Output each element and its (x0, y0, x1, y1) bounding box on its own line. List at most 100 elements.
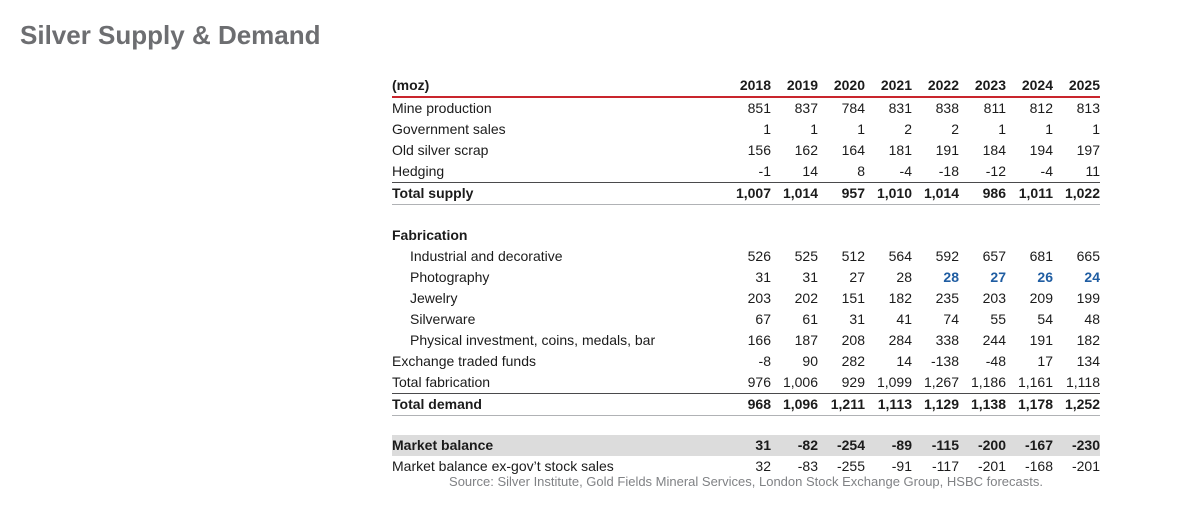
cell-value: 54 (1037, 311, 1053, 327)
cell-value: 2 (951, 121, 959, 137)
cell-value: 32 (755, 458, 771, 474)
row-label: Mine production (392, 100, 492, 116)
row-label: Hedging (392, 163, 445, 179)
cell-value: 1,014 (782, 185, 818, 201)
cell-value: 968 (747, 396, 771, 412)
cell-value: -255 (836, 458, 865, 474)
year-header: 2025 (1068, 77, 1100, 93)
row-spacer (392, 416, 1100, 435)
source-note: Source: Silver Institute, Gold Fields Mi… (449, 474, 1043, 489)
cell-value: -254 (836, 437, 865, 453)
cell-value: 244 (982, 332, 1006, 348)
row-label: Industrial and decorative (410, 248, 563, 264)
cell-value: -201 (1071, 458, 1100, 474)
cell-value: 1,161 (1017, 374, 1053, 390)
cell-value: 1,096 (782, 396, 818, 412)
table-row: Silverware 67 61 31 41 74 55 54 48 (392, 309, 1100, 330)
cell-value: -4 (1040, 163, 1053, 179)
cell-value: -168 (1024, 458, 1053, 474)
cell-value: 181 (888, 142, 912, 158)
cell-value: 27 (990, 269, 1006, 285)
cell-value: 1,011 (1018, 185, 1053, 201)
row-label: Old silver scrap (392, 142, 489, 158)
table-row: Old silver scrap 156 162 164 181 191 184 194 197 (392, 140, 1100, 161)
cell-value: 191 (935, 142, 959, 158)
cell-value: -117 (932, 458, 959, 474)
cell-value: 1 (1092, 121, 1100, 137)
cell-value: 74 (943, 311, 959, 327)
cell-value: 526 (747, 248, 771, 264)
row-spacer (392, 205, 1100, 225)
cell-value: 48 (1084, 311, 1100, 327)
table-row: Exchange traded funds -8 90 282 14 -138 -48 17 1… (392, 351, 1100, 372)
cell-value: 14 (896, 353, 912, 369)
cell-value: 156 (747, 142, 771, 158)
row-label: Government sales (392, 121, 506, 137)
cell-value: 8 (857, 163, 865, 179)
cell-value: 1 (998, 121, 1006, 137)
cell-value: 1,010 (876, 185, 912, 201)
cell-value: -12 (985, 163, 1006, 179)
cell-value: 164 (841, 142, 865, 158)
cell-value: -83 (797, 458, 818, 474)
cell-value: 1,007 (735, 185, 771, 201)
cell-value: 564 (888, 248, 912, 264)
cell-value: 1 (857, 121, 865, 137)
cell-value: 182 (1076, 332, 1100, 348)
cell-value: 203 (747, 290, 771, 306)
table-row: Jewelry 203 202 151 182 235 203 209 199 (392, 288, 1100, 309)
cell-value: 67 (755, 311, 771, 327)
cell-value: 1 (810, 121, 818, 137)
cell-value: 1,014 (923, 185, 959, 201)
table-row: Total fabrication 976 1,006 929 1,099 1,267 1,… (392, 372, 1100, 394)
cell-value: -200 (977, 437, 1006, 453)
year-header: 2023 (974, 77, 1006, 93)
table-row: Government sales 1 1 1 2 2 1 1 1 (392, 119, 1100, 140)
row-label: Exchange traded funds (392, 353, 536, 369)
cell-value: 813 (1076, 100, 1100, 116)
cell-value: 208 (841, 332, 865, 348)
cell-value: 812 (1029, 100, 1053, 116)
table-row: Market balance ex-gov’t stock sales 32 -83… (392, 456, 1100, 477)
cell-value: 681 (1029, 248, 1053, 264)
cell-value: 182 (888, 290, 912, 306)
cell-value: 837 (794, 100, 818, 116)
cell-value: -4 (899, 163, 912, 179)
cell-value: 284 (888, 332, 912, 348)
cell-value: -91 (891, 458, 912, 474)
row-label: Silverware (410, 311, 476, 327)
cell-value: 1,118 (1066, 374, 1100, 390)
cell-value: 162 (794, 142, 818, 158)
table-row: Market balance 31 -82 -254 -89 -115 -200 -167 -2… (392, 435, 1100, 456)
cell-value: 929 (841, 374, 865, 390)
table-row: Hedging -1 14 8 -4 -18 -12 -4 11 (392, 161, 1100, 183)
table-row: Physical investment, coins, medals, bar 1… (392, 330, 1100, 351)
table-row: Photography 31 31 27 28 28 27 26 24 (392, 267, 1100, 288)
cell-value: 1,022 (1064, 185, 1100, 201)
cell-value: 338 (935, 332, 959, 348)
cell-value: 202 (794, 290, 818, 306)
cell-value: -18 (938, 163, 959, 179)
cell-value: 28 (943, 269, 959, 285)
cell-value: 1,113 (877, 396, 912, 412)
cell-value: -201 (977, 458, 1006, 474)
row-label: Fabrication (392, 227, 468, 243)
cell-value: -1 (758, 163, 771, 179)
row-label: Total demand (392, 396, 482, 412)
year-header: 2021 (880, 77, 912, 93)
cell-value: 665 (1076, 248, 1100, 264)
cell-value: 166 (747, 332, 771, 348)
cell-value: 199 (1076, 290, 1100, 306)
cell-value: 1,186 (970, 374, 1006, 390)
cell-value: 2 (904, 121, 912, 137)
year-header: 2018 (739, 77, 771, 93)
row-label: Physical investment, coins, medals, bar (410, 332, 656, 348)
cell-value: 1,138 (970, 396, 1006, 412)
cell-value: 986 (982, 185, 1006, 201)
row-label: Market balance (392, 437, 494, 453)
unit-header: (moz) (392, 77, 430, 93)
row-label: Photography (410, 269, 490, 285)
cell-value: 1,211 (830, 396, 865, 412)
cell-value: 1,178 (1017, 396, 1053, 412)
cell-value: -8 (758, 353, 771, 369)
